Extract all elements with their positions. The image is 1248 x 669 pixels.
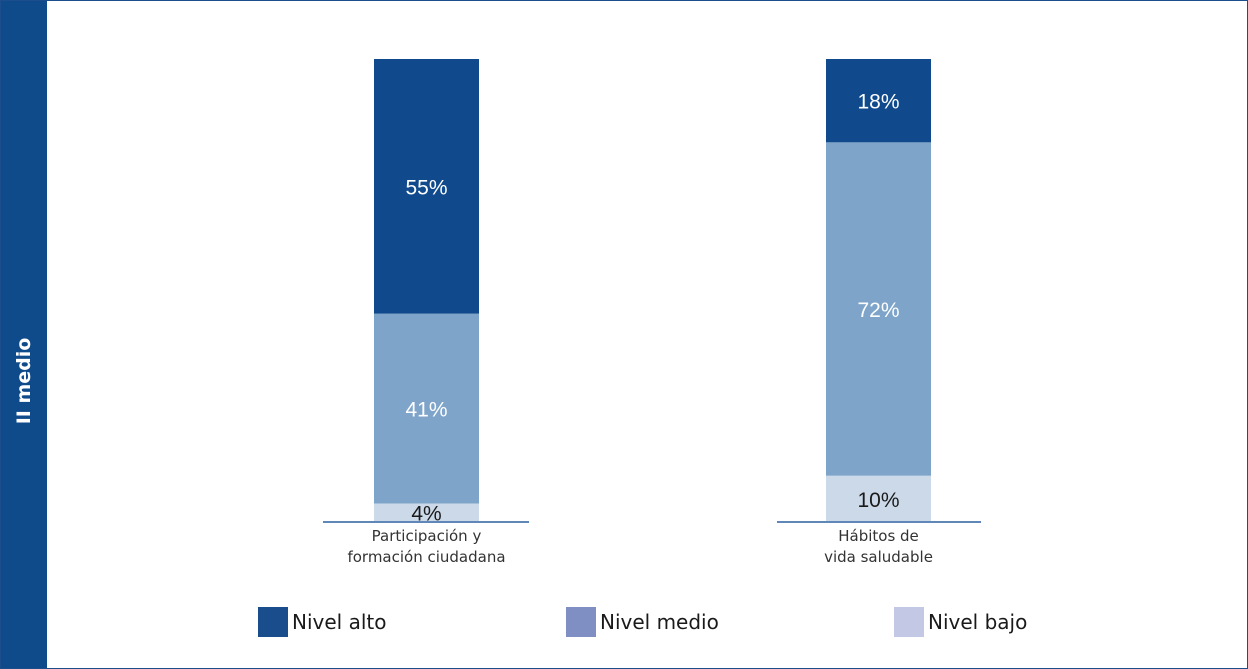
legend-swatch-nivel-bajo (894, 607, 924, 637)
bar-1-label-nivel-bajo: 4% (411, 503, 441, 526)
category-label-2-line-2: vida saludable (824, 548, 933, 566)
bar-1-label-nivel-medio: 41% (405, 399, 447, 422)
category-label-2-line-1: Hábitos de (838, 527, 919, 545)
bar-1-nivel-bajo (374, 503, 479, 522)
bar-1-label-nivel-alto: 55% (405, 176, 447, 199)
legend-item-nivel-medio: Nivel medio (566, 607, 719, 637)
stacked-bar-chart: 4% 41% 55% Participación y formación ciudada… (323, 59, 981, 566)
legend-swatch-nivel-alto (258, 607, 288, 637)
bar-1-nivel-medio (374, 313, 479, 504)
bar-2-nivel-alto (826, 59, 931, 143)
bar-2-label-nivel-medio: 72% (857, 299, 899, 322)
bar-2-nivel-medio (826, 142, 931, 476)
legend-label-nivel-alto: Nivel alto (292, 610, 387, 634)
bar-2-label-nivel-alto: 18% (857, 91, 899, 114)
legend-swatch-nivel-medio (566, 607, 596, 637)
legend-item-nivel-bajo: Nivel bajo (894, 607, 1027, 637)
bar-2-label-nivel-bajo: 10% (857, 489, 899, 512)
legend-item-nivel-alto: Nivel alto (258, 607, 386, 637)
legend-label-nivel-medio: Nivel medio (600, 610, 719, 634)
bar-2-nivel-bajo (826, 475, 931, 522)
sidebar-band: II medio (1, 1, 47, 668)
bar-1-nivel-alto (374, 59, 479, 314)
category-label-1-line-2: formación ciudadana (347, 548, 505, 566)
legend-label-nivel-bajo: Nivel bajo (928, 610, 1028, 634)
category-label-1-line-1: Participación y (372, 527, 482, 545)
